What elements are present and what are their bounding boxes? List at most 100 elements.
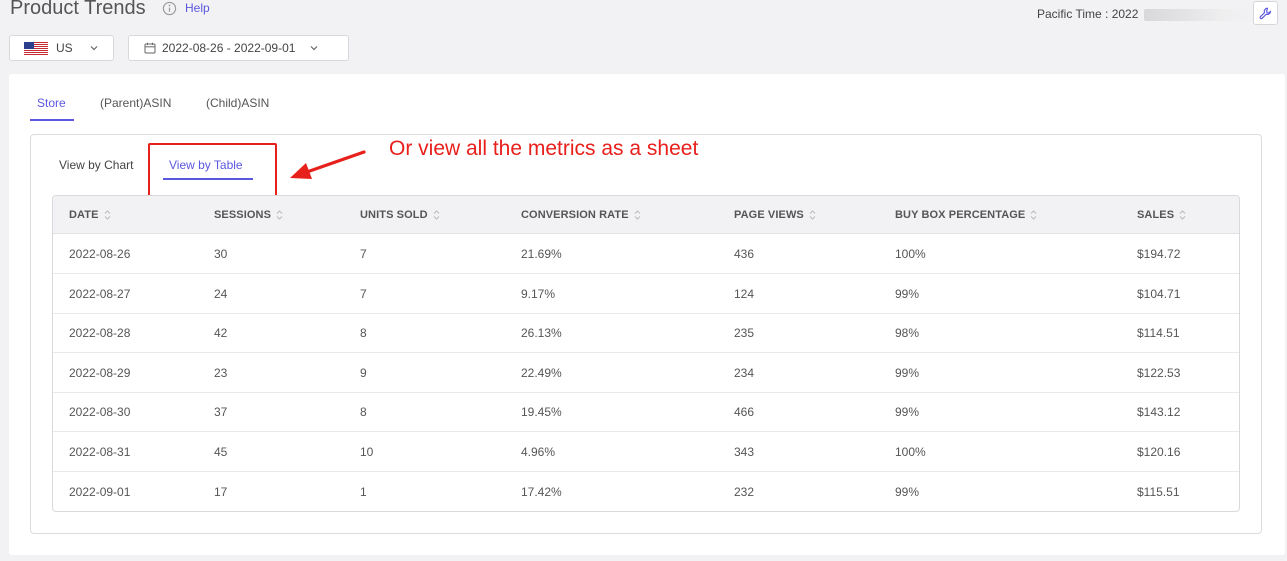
cell-conversion-rate: 19.45% [521, 405, 562, 419]
cell-units-sold: 8 [360, 405, 367, 419]
table-row: 2022-08-26 30 7 21.69% 436 100% $194.72 [53, 234, 1239, 274]
cell-units-sold: 7 [360, 287, 367, 301]
column-header-units-sold[interactable]: UNITS SOLD [360, 209, 440, 221]
cell-date: 2022-08-29 [69, 366, 131, 380]
cell-units-sold: 7 [360, 247, 367, 261]
table-header: DATE SESSIONS UNITS SOLD CONVERSION RATE… [53, 196, 1239, 234]
sort-icon[interactable] [1030, 209, 1037, 221]
table-row: 2022-08-30 37 8 19.45% 466 99% $143.12 [53, 392, 1239, 432]
cell-buy-box-percentage: 100% [895, 445, 926, 459]
column-header-label: SALES [1137, 209, 1175, 221]
table-row: 2022-08-31 45 10 4.96% 343 100% $120.16 [53, 432, 1239, 472]
cell-page-views: 124 [734, 287, 755, 301]
date-range-picker[interactable]: 2022-08-26 - 2022-09-01 [128, 35, 349, 61]
help-link[interactable]: Help [185, 1, 210, 15]
cell-page-views: 343 [734, 445, 755, 459]
cell-sessions: 17 [214, 485, 228, 499]
cell-sales: $122.53 [1137, 366, 1181, 380]
cell-date: 2022-08-28 [69, 326, 131, 340]
sort-icon[interactable] [104, 209, 111, 221]
settings-wrench-button[interactable] [1253, 1, 1278, 25]
column-header-label: UNITS SOLD [360, 209, 428, 221]
column-header-label: PAGE VIEWS [734, 209, 804, 221]
cell-date: 2022-08-30 [69, 405, 131, 419]
sort-icon[interactable] [276, 209, 283, 221]
cell-conversion-rate: 9.17% [521, 287, 556, 301]
wrench-icon [1259, 7, 1272, 19]
table-row: 2022-08-28 42 8 26.13% 235 98% $114.51 [53, 313, 1239, 353]
column-header-label: CONVERSION RATE [521, 209, 629, 221]
sort-icon[interactable] [433, 209, 440, 221]
page-title: Product Trends [10, 0, 146, 19]
cell-sessions: 24 [214, 287, 228, 301]
calendar-icon [144, 42, 156, 54]
cell-date: 2022-08-26 [69, 247, 131, 261]
column-header-sessions[interactable]: SESSIONS [214, 209, 283, 221]
tab-store[interactable]: Store [37, 96, 66, 110]
cell-sales: $104.71 [1137, 287, 1181, 301]
cell-page-views: 235 [734, 326, 755, 340]
active-tab-indicator [30, 119, 74, 121]
pacific-time-value: 2022 [1111, 7, 1139, 21]
date-range-value: 2022-08-26 - 2022-09-01 [162, 41, 296, 55]
cell-sessions: 37 [214, 405, 228, 419]
cell-buy-box-percentage: 99% [895, 366, 920, 380]
cell-units-sold: 10 [360, 445, 374, 459]
cell-buy-box-percentage: 99% [895, 485, 920, 499]
column-header-label: BUY BOX PERCENTAGE [895, 209, 1026, 221]
cell-sales: $115.51 [1137, 485, 1180, 499]
info-icon[interactable] [162, 1, 177, 16]
annotation-text: Or view all the metrics as a sheet [389, 137, 699, 160]
cell-sessions: 42 [214, 326, 228, 340]
redacted-time-blur [1144, 8, 1255, 21]
tab-parent-asin[interactable]: (Parent)ASIN [100, 96, 172, 110]
sort-icon[interactable] [634, 209, 641, 221]
cell-conversion-rate: 17.42% [521, 485, 562, 499]
cell-units-sold: 8 [360, 326, 367, 340]
column-header-buy-box-percentage[interactable]: BUY BOX PERCENTAGE [895, 209, 1037, 221]
cell-sales: $120.16 [1137, 445, 1181, 459]
sort-icon[interactable] [1179, 209, 1186, 221]
cell-sales: $143.12 [1137, 405, 1181, 419]
cell-page-views: 436 [734, 247, 755, 261]
cell-conversion-rate: 26.13% [521, 326, 562, 340]
tab-child-asin[interactable]: (Child)ASIN [206, 96, 270, 110]
cell-sales: $194.72 [1137, 247, 1181, 261]
country-select[interactable]: US [9, 35, 114, 61]
annotation-arrow-icon [290, 150, 366, 179]
chevron-down-icon [90, 46, 98, 51]
cell-units-sold: 9 [360, 366, 367, 380]
cell-conversion-rate: 4.96% [521, 445, 556, 459]
us-flag-icon [24, 41, 48, 55]
country-value: US [56, 41, 73, 55]
chevron-down-icon [311, 46, 318, 51]
cell-date: 2022-08-31 [69, 445, 131, 459]
table-row: 2022-08-27 24 7 9.17% 124 99% $104.71 [53, 274, 1239, 314]
active-view-indicator [163, 178, 253, 180]
cell-buy-box-percentage: 99% [895, 287, 920, 301]
pacific-time-label: Pacific Time : [1037, 7, 1109, 21]
column-header-conversion-rate[interactable]: CONVERSION RATE [521, 209, 641, 221]
table-row: 2022-08-29 23 9 22.49% 234 99% $122.53 [53, 353, 1239, 393]
pacific-time: Pacific Time : 2022 [1037, 7, 1255, 21]
cell-sessions: 45 [214, 445, 228, 459]
column-header-date[interactable]: DATE [69, 209, 111, 221]
column-header-label: SESSIONS [214, 209, 272, 221]
tab-view-by-table[interactable]: View by Table [169, 158, 243, 172]
column-header-label: DATE [69, 209, 99, 221]
cell-buy-box-percentage: 100% [895, 247, 926, 261]
cell-sales: $114.51 [1137, 326, 1180, 340]
tab-view-by-chart[interactable]: View by Chart [59, 158, 134, 172]
cell-conversion-rate: 21.69% [521, 247, 562, 261]
sort-icon[interactable] [809, 209, 816, 221]
cell-date: 2022-09-01 [69, 485, 131, 499]
column-header-sales[interactable]: SALES [1137, 209, 1186, 221]
cell-page-views: 234 [734, 366, 755, 380]
cell-sessions: 23 [214, 366, 228, 380]
cell-sessions: 30 [214, 247, 228, 261]
page-header: Product Trends Help Pacific Time : 2022 … [0, 0, 1287, 70]
metrics-table: DATE SESSIONS UNITS SOLD CONVERSION RATE… [52, 195, 1240, 512]
cell-buy-box-percentage: 99% [895, 405, 920, 419]
cell-buy-box-percentage: 98% [895, 326, 920, 340]
column-header-page-views[interactable]: PAGE VIEWS [734, 209, 816, 221]
